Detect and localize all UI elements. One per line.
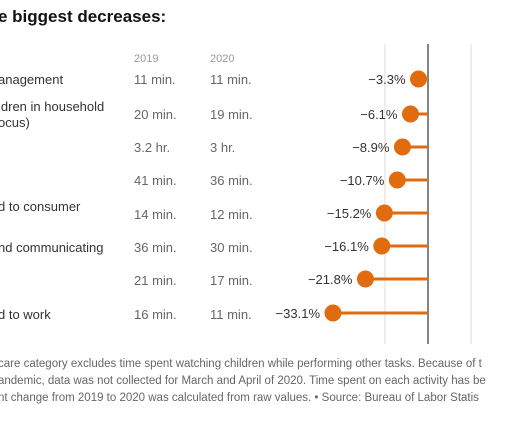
lollipop-dot (375, 204, 393, 222)
year-header-2020: 2020 (210, 53, 235, 65)
row-label: anagement (0, 72, 64, 87)
value-2019: 11 min. (134, 72, 176, 87)
value-2020: 17 min. (210, 273, 253, 288)
row-label: d to work (0, 307, 51, 322)
value-label: −15.2% (327, 206, 372, 221)
footnote-line: care category excludes time spent watchi… (0, 358, 482, 370)
value-2019: 3.2 hr. (134, 140, 171, 155)
value-2020: 11 min. (210, 307, 252, 322)
value-2020: 19 min. (210, 107, 253, 122)
lollipop-dot (393, 138, 411, 156)
value-label: −6.1% (360, 107, 398, 122)
row-label-line-2: ocus) (0, 115, 30, 130)
value-2020: 30 min. (210, 240, 253, 255)
value-label: −33.1% (276, 306, 321, 321)
value-2020: 36 min. (210, 173, 253, 188)
value-2020: 11 min. (210, 72, 252, 87)
value-2020: 3 hr. (210, 140, 236, 155)
row-label: nd communicating (0, 240, 104, 255)
lollipop-dot (401, 105, 419, 123)
lollipop-dot (356, 270, 374, 288)
value-2019: 41 min. (134, 173, 177, 188)
value-label: −16.1% (324, 239, 369, 254)
lollipop-dot (388, 171, 406, 189)
value-2019: 21 min. (134, 273, 177, 288)
lollipop-chart: −3.3% −6.1% −8.9% −10.7% −15.2% −16.1% −21.8% −… (276, 44, 472, 344)
lollipop-dot (373, 237, 391, 255)
lollipop-dot (410, 70, 428, 88)
row-label: d to consumer (0, 199, 81, 214)
year-header-2019: 2019 (134, 53, 159, 65)
lollipop-dot (324, 304, 342, 322)
value-2020: 12 min. (210, 207, 253, 222)
footnote-line: andemic, data was not collected for Marc… (0, 375, 486, 387)
value-2019: 36 min. (134, 240, 177, 255)
value-label: −10.7% (340, 173, 385, 188)
value-label: −8.9% (352, 140, 390, 155)
row-label: ldren in household (0, 99, 105, 114)
value-2019: 16 min. (134, 307, 177, 322)
footnote: care category excludes time spent watchi… (0, 356, 530, 407)
value-2019: 14 min. (134, 207, 177, 222)
chart-title: e biggest decreases: (0, 7, 167, 26)
value-2019: 20 min. (134, 107, 177, 122)
value-label: −21.8% (308, 272, 353, 287)
footnote-line: nt change from 2019 to 2020 was calculat… (0, 392, 479, 404)
value-label: −3.3% (368, 72, 406, 87)
